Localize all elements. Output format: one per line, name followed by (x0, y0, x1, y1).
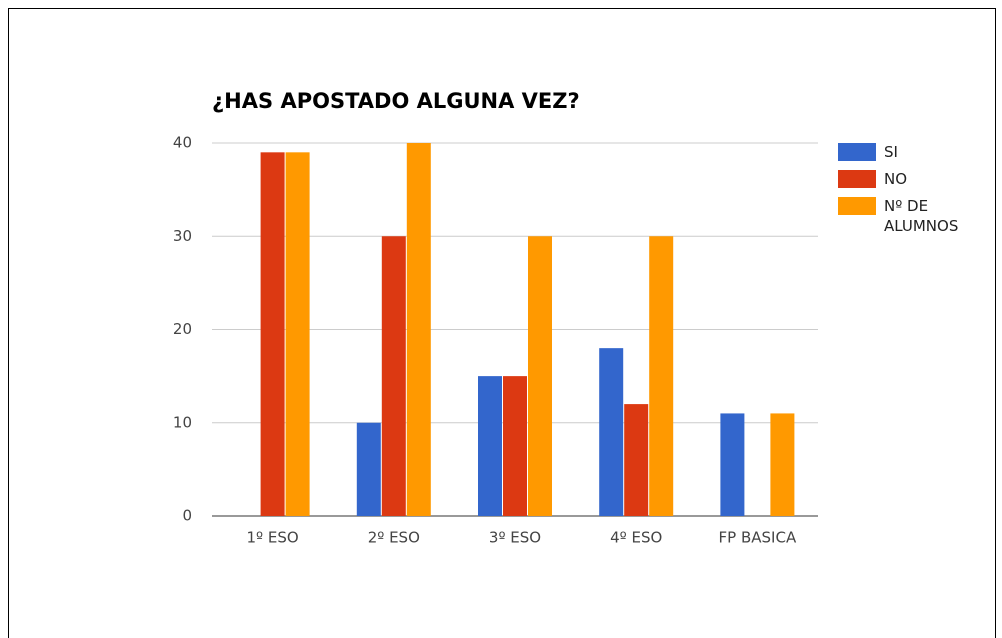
y-tick-label: 10 (173, 413, 192, 431)
bar (356, 422, 381, 516)
bar (260, 152, 285, 516)
x-tick-label: FP BASICA (719, 529, 797, 547)
bar (478, 376, 502, 516)
y-tick-label: 0 (182, 507, 192, 525)
bar (503, 376, 527, 516)
legend-item: NO (838, 170, 984, 189)
bar (649, 236, 674, 516)
legend-item: Nº DE ALUMNOS (838, 197, 984, 236)
frame (8, 8, 996, 638)
bar (770, 413, 795, 516)
y-tick-label: 20 (173, 320, 192, 338)
x-tick-label: 2º ESO (368, 529, 420, 547)
legend-label: SI (884, 143, 898, 161)
bar (406, 143, 431, 516)
legend-swatch (838, 143, 876, 161)
y-tick-label: 40 (173, 134, 192, 152)
bar (599, 348, 624, 516)
legend-label: Nº DE ALUMNOS (884, 197, 959, 235)
y-tick-label: 30 (173, 227, 192, 245)
bar (381, 236, 406, 516)
legend-swatch (838, 170, 876, 188)
bar (720, 413, 745, 516)
legend: SI NO Nº DE ALUMNOS (838, 143, 984, 244)
legend-swatch (838, 197, 876, 215)
bar (528, 236, 552, 516)
x-tick-label: 4º ESO (610, 529, 662, 547)
x-tick-label: 1º ESO (247, 529, 299, 547)
chart-title: ¿HAS APOSTADO ALGUNA VEZ? (212, 89, 580, 113)
legend-item: SI (838, 143, 984, 162)
bar (624, 404, 649, 516)
x-tick-label: 3º ESO (489, 529, 541, 547)
bar (285, 152, 310, 516)
legend-label: NO (884, 170, 908, 188)
